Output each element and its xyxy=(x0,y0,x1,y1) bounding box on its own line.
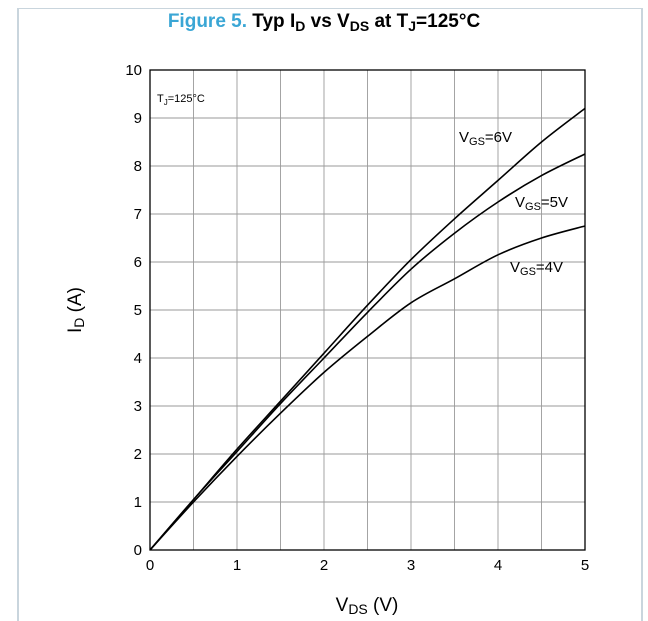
series-label-vgs4: VGS=4V xyxy=(510,259,563,278)
x-tick-label: 2 xyxy=(320,557,328,574)
tick-labels: 0 1 2 3 4 5 0 1 2 3 4 5 6 7 8 9 10 xyxy=(125,62,589,574)
x-tick-label: 1 xyxy=(233,557,241,574)
title-part-6: =125°C xyxy=(416,11,481,32)
series-line-vgs4v xyxy=(149,225,586,551)
x-tick-label: 5 xyxy=(581,557,589,574)
series-label-vgs4-rest: =4V xyxy=(536,259,563,276)
y-axis-label-sub: D xyxy=(71,318,87,328)
series-curves xyxy=(149,107,586,551)
series-label-vgs5: VGS=5V xyxy=(515,194,568,213)
chart-title: Figure 5. Typ ID vs VDS at TJ=125°C xyxy=(0,11,648,34)
title-part-4: at T xyxy=(369,11,409,32)
x-tick-label: 0 xyxy=(146,557,154,574)
series-label-vgs5-rest: =5V xyxy=(541,194,568,211)
y-tick-label: 7 xyxy=(134,206,142,223)
series-label-vgs6-main: V xyxy=(459,129,469,146)
x-axis-label-main: V xyxy=(336,595,349,616)
y-tick-label: 10 xyxy=(125,62,142,79)
title-part-1: D xyxy=(295,18,306,34)
axes-frame xyxy=(149,69,586,551)
y-tick-label: 8 xyxy=(134,158,142,175)
y-tick-label: 2 xyxy=(134,446,142,463)
plot-area-border xyxy=(149,69,586,551)
series-line-vgs5v xyxy=(149,153,586,551)
title-part-5: J xyxy=(408,18,417,34)
y-tick-label: 9 xyxy=(134,110,142,127)
series-label-vgs6-sub: GS xyxy=(469,136,485,148)
series-label-vgs6: VGS=6V xyxy=(459,129,512,148)
tj-annotation-main: T xyxy=(157,93,164,105)
figure-number: Figure 5. xyxy=(167,11,248,32)
x-tick-label: 4 xyxy=(494,557,502,574)
tj-annotation-rest: =125°C xyxy=(168,93,205,105)
series-label-vgs5-main: V xyxy=(515,194,525,211)
grid-lines xyxy=(150,70,585,550)
x-axis-label-unit: (V) xyxy=(368,595,399,616)
tj-annotation-sub: J xyxy=(164,98,168,107)
x-axis-label-sub: DS xyxy=(348,601,367,617)
series-label-vgs4-main: V xyxy=(510,259,520,276)
y-axis-label: ID (A) xyxy=(65,287,87,333)
series-label-vgs4-sub: GS xyxy=(520,266,536,278)
x-axis-label: VDS (V) xyxy=(336,595,399,617)
y-tick-label: 4 xyxy=(134,350,142,367)
y-axis-label-unit: (A) xyxy=(65,287,86,318)
series-line-vgs6v xyxy=(149,107,586,551)
y-tick-label: 1 xyxy=(134,494,142,511)
tj-annotation: TJ=125°C xyxy=(157,93,205,107)
y-tick-label: 0 xyxy=(134,542,142,559)
title-part-3: DS xyxy=(349,18,370,34)
title-part-2: vs V xyxy=(305,11,350,32)
figure-frame xyxy=(17,8,643,621)
title-part-0: Typ I xyxy=(252,11,296,32)
y-tick-label: 6 xyxy=(134,254,142,271)
series-label-vgs5-sub: GS xyxy=(525,201,541,213)
x-tick-label: 3 xyxy=(407,557,415,574)
y-tick-label: 3 xyxy=(134,398,142,415)
y-tick-label: 5 xyxy=(134,302,142,319)
series-label-vgs6-rest: =6V xyxy=(485,129,512,146)
y-axis-label-main: I xyxy=(65,328,86,333)
